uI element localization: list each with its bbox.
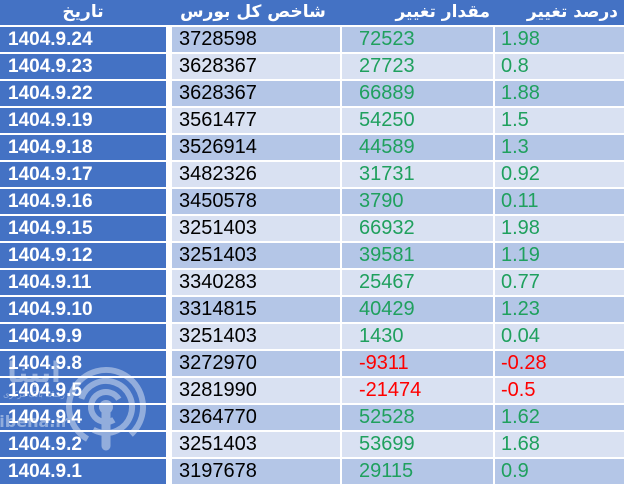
change-cell: 40429 bbox=[340, 297, 493, 322]
percent-cell: 0.04 bbox=[493, 324, 624, 349]
change-cell: -21474 bbox=[340, 378, 493, 403]
date-cell: 1404.9.2 bbox=[0, 432, 166, 457]
table-row: 1404.9.11 3340283 25467 0.77 bbox=[0, 270, 624, 295]
table-row: 1404.9.16 3450578 3790 0.11 bbox=[0, 189, 624, 214]
change-cell: 44589 bbox=[340, 135, 493, 160]
change-cell: 29115 bbox=[340, 459, 493, 484]
table-body: 1404.9.24 3728598 72523 1.98 1404.9.23 3… bbox=[0, 27, 624, 484]
change-cell: 72523 bbox=[340, 27, 493, 52]
change-cell: 25467 bbox=[340, 270, 493, 295]
percent-cell: 1.3 bbox=[493, 135, 624, 160]
index-cell: 3251403 bbox=[166, 324, 340, 349]
percent-cell: 1.88 bbox=[493, 81, 624, 106]
index-cell: 3251403 bbox=[166, 432, 340, 457]
change-cell: 3790 bbox=[340, 189, 493, 214]
index-cell: 3272970 bbox=[166, 351, 340, 376]
header-percent: درصد تغییر bbox=[526, 2, 618, 22]
table-row: 1404.9.24 3728598 72523 1.98 bbox=[0, 27, 624, 52]
table-row: 1404.9.10 3314815 40429 1.23 bbox=[0, 297, 624, 322]
table-row: 1404.9.5 3281990 -21474 -0.5 bbox=[0, 378, 624, 403]
date-cell: 1404.9.16 bbox=[0, 189, 166, 214]
percent-cell: 1.19 bbox=[493, 243, 624, 268]
percent-cell: 1.5 bbox=[493, 108, 624, 133]
percent-cell: 0.92 bbox=[493, 162, 624, 187]
percent-cell: 1.62 bbox=[493, 405, 624, 430]
change-cell: 54250 bbox=[340, 108, 493, 133]
date-cell: 1404.9.11 bbox=[0, 270, 166, 295]
change-cell: 53699 bbox=[340, 432, 493, 457]
index-cell: 3281990 bbox=[166, 378, 340, 403]
date-cell: 1404.9.18 bbox=[0, 135, 166, 160]
index-cell: 3628367 bbox=[166, 54, 340, 79]
change-cell: 66889 bbox=[340, 81, 493, 106]
index-cell: 3526914 bbox=[166, 135, 340, 160]
table-row: 1404.9.17 3482326 31731 0.92 bbox=[0, 162, 624, 187]
index-cell: 3251403 bbox=[166, 243, 340, 268]
index-cell: 3561477 bbox=[166, 108, 340, 133]
date-cell: 1404.9.23 bbox=[0, 54, 166, 79]
table-row: 1404.9.15 3251403 66932 1.98 bbox=[0, 216, 624, 241]
table-row: 1404.9.8 3272970 -9311 -0.28 bbox=[0, 351, 624, 376]
date-cell: 1404.9.22 bbox=[0, 81, 166, 106]
percent-cell: -0.28 bbox=[493, 351, 624, 376]
date-cell: 1404.9.17 bbox=[0, 162, 166, 187]
date-cell: 1404.9.15 bbox=[0, 216, 166, 241]
table-row: 1404.9.18 3526914 44589 1.3 bbox=[0, 135, 624, 160]
table-row: 1404.9.12 3251403 39581 1.19 bbox=[0, 243, 624, 268]
index-cell: 3197678 bbox=[166, 459, 340, 484]
table-row: 1404.9.19 3561477 54250 1.5 bbox=[0, 108, 624, 133]
date-cell: 1404.9.12 bbox=[0, 243, 166, 268]
percent-cell: -0.5 bbox=[493, 378, 624, 403]
index-cell: 3450578 bbox=[166, 189, 340, 214]
header-date: تاریخ bbox=[62, 2, 104, 22]
percent-cell: 1.98 bbox=[493, 216, 624, 241]
index-cell: 3482326 bbox=[166, 162, 340, 187]
header-change: مقدار تغییر bbox=[395, 2, 490, 22]
change-cell: 31731 bbox=[340, 162, 493, 187]
index-cell: 3728598 bbox=[166, 27, 340, 52]
date-cell: 1404.9.8 bbox=[0, 351, 166, 376]
date-cell: 1404.9.1 bbox=[0, 459, 166, 484]
percent-cell: 0.9 bbox=[493, 459, 624, 484]
date-cell: 1404.9.10 bbox=[0, 297, 166, 322]
index-cell: 3251403 bbox=[166, 216, 340, 241]
date-cell: 1404.9.5 bbox=[0, 378, 166, 403]
table-row: 1404.9.22 3628367 66889 1.88 bbox=[0, 81, 624, 106]
percent-cell: 1.23 bbox=[493, 297, 624, 322]
table-row: 1404.9.1 3197678 29115 0.9 bbox=[0, 459, 624, 484]
percent-cell: 0.77 bbox=[493, 270, 624, 295]
date-cell: 1404.9.24 bbox=[0, 27, 166, 52]
percent-cell: 0.8 bbox=[493, 54, 624, 79]
index-cell: 3264770 bbox=[166, 405, 340, 430]
table-row: 1404.9.23 3628367 27723 0.8 bbox=[0, 54, 624, 79]
table-header-row: تاریخ شاخص کل بورس مقدار تغییر درصد تغیی… bbox=[0, 0, 624, 25]
percent-cell: 0.11 bbox=[493, 189, 624, 214]
change-cell: 1430 bbox=[340, 324, 493, 349]
change-cell: 27723 bbox=[340, 54, 493, 79]
percent-cell: 1.68 bbox=[493, 432, 624, 457]
index-cell: 3340283 bbox=[166, 270, 340, 295]
date-cell: 1404.9.19 bbox=[0, 108, 166, 133]
change-cell: 39581 bbox=[340, 243, 493, 268]
date-cell: 1404.9.9 bbox=[0, 324, 166, 349]
date-cell: 1404.9.4 bbox=[0, 405, 166, 430]
change-cell: 52528 bbox=[340, 405, 493, 430]
table-row: 1404.9.2 3251403 53699 1.68 bbox=[0, 432, 624, 457]
index-cell: 3628367 bbox=[166, 81, 340, 106]
header-index: شاخص کل بورس bbox=[180, 2, 326, 22]
change-cell: -9311 bbox=[340, 351, 493, 376]
table-row: 1404.9.4 3264770 52528 1.62 bbox=[0, 405, 624, 430]
change-cell: 66932 bbox=[340, 216, 493, 241]
table-row: 1404.9.9 3251403 1430 0.04 bbox=[0, 324, 624, 349]
percent-cell: 1.98 bbox=[493, 27, 624, 52]
index-cell: 3314815 bbox=[166, 297, 340, 322]
